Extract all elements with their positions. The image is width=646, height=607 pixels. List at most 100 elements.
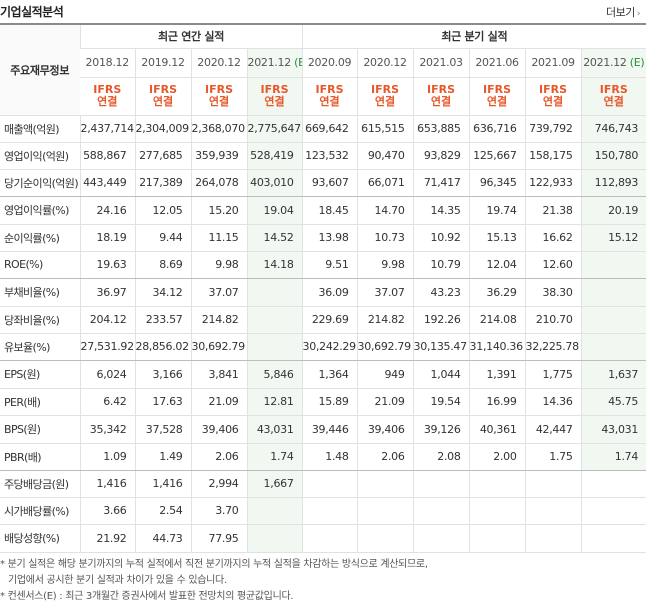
ifrs-badge: IFRS 연결 xyxy=(316,84,344,108)
table-cell: 14.36 xyxy=(524,388,582,416)
table-cell: 30,692.79 xyxy=(356,333,414,361)
table-cell: 31,140.36 xyxy=(468,333,526,361)
table-row: 주당배당금(원) 1,416 1,416 2,994 1,667 xyxy=(0,470,646,498)
table-cell: 214.82 xyxy=(356,306,414,334)
table-cell: 443,449 xyxy=(79,169,135,197)
table-cell: 39,446 xyxy=(301,415,358,444)
table-cell xyxy=(468,524,526,553)
table-cell xyxy=(580,524,646,553)
table-cell: 15.12 xyxy=(580,224,646,252)
table-cell: 122,933 xyxy=(524,169,582,197)
table-cell: 8.69 xyxy=(134,251,191,279)
period-header: 2019.12 xyxy=(134,48,191,78)
row-label: 부채비율(%) xyxy=(0,278,80,307)
table-cell xyxy=(524,497,582,525)
ifrs-header: IFRS 연결 xyxy=(134,77,191,116)
ifrs-label: IFRS xyxy=(93,83,122,96)
table-cell: 16.99 xyxy=(468,388,526,416)
quarterly-group-header: 최근 분기 실적 xyxy=(301,24,646,49)
row-label: 시가배당률(%) xyxy=(0,497,80,525)
ifrs-header: IFRS 연결 xyxy=(80,77,135,116)
more-label: 더보기 xyxy=(606,6,635,19)
table-body: 매출액(억원) 2,437,714 2,304,009 2,368,070 2,775,… xyxy=(0,115,646,553)
table-cell: 2.54 xyxy=(134,497,191,525)
table-cell: 3,841 xyxy=(190,360,247,389)
period-header: 2020.12 xyxy=(356,48,414,78)
table-cell: 653,885 xyxy=(412,115,470,143)
table-cell: 12.81 xyxy=(246,388,303,416)
corner-header: 주요재무정보 xyxy=(0,24,80,116)
table-cell: 210.70 xyxy=(524,306,582,334)
table-cell xyxy=(246,333,303,361)
row-label: 배당성향(%) xyxy=(0,524,80,553)
row-label: EPS(원) xyxy=(0,360,80,389)
table-cell: 217,389 xyxy=(134,169,191,197)
table-cell: 1.75 xyxy=(524,443,582,471)
table-cell xyxy=(412,470,470,498)
table-cell: 214.08 xyxy=(468,306,526,334)
row-label: PER(배) xyxy=(0,388,80,416)
ifrs-header: IFRS 연결 xyxy=(580,77,646,116)
table-cell: 19.63 xyxy=(79,251,135,279)
table-row: ROE(%) 19.63 8.69 9.98 14.18 9.51 9.98 10.79 12.… xyxy=(0,251,646,279)
ifrs-header: IFRS 연결 xyxy=(190,77,247,116)
row-label: 영업이익(억원) xyxy=(0,142,80,170)
table-cell: 3.70 xyxy=(190,497,247,525)
period-label: 2020.09 xyxy=(307,56,352,69)
table-row: BPS(원) 35,342 37,528 39,406 43,031 39,446 39,4… xyxy=(0,415,646,444)
table-cell: 192.26 xyxy=(412,306,470,334)
table-cell: 669,642 xyxy=(301,115,358,143)
table-cell: 1,416 xyxy=(134,470,191,498)
period-header: 2018.12 xyxy=(80,48,135,78)
table-cell: 24.16 xyxy=(79,196,135,225)
table-cell: 739,792 xyxy=(524,115,582,143)
ifrs-badge: IFRS 연결 xyxy=(261,84,289,108)
table-row: 영업이익률(%) 24.16 12.05 15.20 19.04 18.45 14.70 14… xyxy=(0,196,646,225)
table-cell: 9.51 xyxy=(301,251,358,279)
more-link[interactable]: 더보기 › xyxy=(606,4,641,20)
table-row: 당좌비율(%) 204.12 233.57 214.82 229.69 214.82 192… xyxy=(0,306,646,334)
table-cell: 30,242.29 xyxy=(301,333,358,361)
table-row: 유보율(%) 27,531.92 28,856.02 30,692.79 30,242.… xyxy=(0,333,646,361)
table-cell: 19.54 xyxy=(412,388,470,416)
table-cell: 93,829 xyxy=(412,142,470,170)
table-cell: 6.42 xyxy=(79,388,135,416)
section-title: 기업실적분석 xyxy=(0,5,64,19)
table-cell: 21.09 xyxy=(356,388,414,416)
annual-group-header: 최근 연간 실적 xyxy=(79,24,303,49)
table-row: EPS(원) 6,024 3,166 3,841 5,846 1,364 949 1,044 1… xyxy=(0,360,646,389)
ifrs-label: IFRS xyxy=(149,83,177,96)
table-cell: 2,437,714 xyxy=(79,115,135,143)
table-cell: 9.98 xyxy=(190,251,247,279)
row-label: PBR(배) xyxy=(0,443,80,471)
table-cell: 39,406 xyxy=(190,415,247,444)
table-cell: 1,667 xyxy=(246,470,303,498)
period-label: 2020.12 xyxy=(363,56,407,69)
table-cell: 36.09 xyxy=(301,278,358,307)
table-cell: 27,531.92 xyxy=(79,333,135,361)
ifrs-header: IFRS 연결 xyxy=(468,77,526,116)
table-cell: 949 xyxy=(356,360,414,389)
table-cell: 1,416 xyxy=(79,470,135,498)
table-cell: 746,743 xyxy=(580,115,646,143)
table-cell: 1,391 xyxy=(468,360,526,389)
table-cell: 36.97 xyxy=(79,278,135,307)
table-cell: 93,607 xyxy=(301,169,358,197)
table-cell xyxy=(301,524,358,553)
chevron-right-icon: › xyxy=(636,9,641,19)
table-cell xyxy=(356,497,414,525)
table-cell: 44.73 xyxy=(134,524,191,553)
ifrs-header: IFRS 연결 xyxy=(412,77,470,116)
period-header: 2021.09 xyxy=(524,48,582,78)
period-header: 2021.12 (E) xyxy=(246,48,303,78)
ifrs-badge: IFRS 연결 xyxy=(93,84,121,108)
table-cell: 15.13 xyxy=(468,224,526,252)
table-cell: 20.19 xyxy=(580,196,646,225)
table-cell: 18.45 xyxy=(301,196,358,225)
table-cell: 2,775,647 xyxy=(246,115,303,143)
row-label: 순이익률(%) xyxy=(0,224,80,252)
table-cell: 35,342 xyxy=(79,415,135,444)
table-cell xyxy=(301,497,358,525)
table-row: 부채비율(%) 36.97 34.12 37.07 36.09 37.07 43.23 36.… xyxy=(0,278,646,307)
consolidated-label: 연결 xyxy=(97,95,118,108)
